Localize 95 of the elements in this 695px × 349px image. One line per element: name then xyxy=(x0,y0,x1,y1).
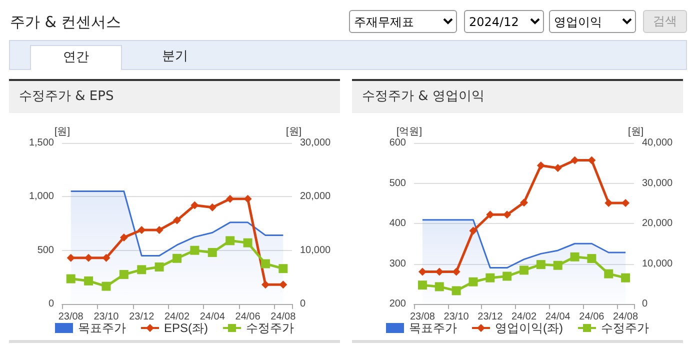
x-tick-label: 24/02 xyxy=(511,312,537,322)
point xyxy=(261,280,270,289)
point xyxy=(486,210,494,219)
point xyxy=(486,273,495,282)
y-tick-label: 300 xyxy=(389,258,406,270)
legend-label: 수정주가 xyxy=(246,321,294,335)
x-tick-label: 24/04 xyxy=(200,312,226,322)
point xyxy=(520,198,528,207)
y-tick-label: 0 xyxy=(48,298,54,310)
x-tick-label: 23/12 xyxy=(478,312,504,322)
legend-label: 목표주가 xyxy=(78,321,126,335)
y2-tick-label: 10,000 xyxy=(642,258,674,270)
point xyxy=(84,276,94,286)
x-tick-label: 23/10 xyxy=(444,312,470,322)
x-tick-label: 23/10 xyxy=(94,312,120,322)
point xyxy=(502,272,512,281)
text: 분기 xyxy=(161,48,189,66)
y-tick-label: 500 xyxy=(389,178,406,189)
text: 연간 xyxy=(30,45,122,70)
point xyxy=(503,210,512,219)
legend-label: 영업이익(좌) xyxy=(495,321,564,335)
point xyxy=(468,277,478,286)
point xyxy=(553,260,562,270)
point xyxy=(570,252,580,262)
legend-label: 목표주가 xyxy=(409,321,458,335)
y-tick-label: 500 xyxy=(37,244,54,256)
legend-label: EPS(좌) xyxy=(164,321,208,335)
x-tick-label: 24/02 xyxy=(164,312,190,322)
point xyxy=(190,246,200,255)
point xyxy=(119,270,128,279)
point xyxy=(155,226,164,234)
point xyxy=(622,198,630,207)
x-tick-label: 23/08 xyxy=(410,312,436,322)
point xyxy=(172,254,182,263)
point xyxy=(621,273,630,282)
y2-tick-label: 30,000 xyxy=(300,138,332,148)
point xyxy=(102,282,111,291)
x-tick-label: 24/04 xyxy=(545,312,571,322)
point xyxy=(554,164,562,172)
chart-title: 수정주가 & EPS xyxy=(9,81,340,113)
y2-tick-label: 0 xyxy=(300,298,306,310)
y-axis-title: [원] xyxy=(54,126,70,138)
y-axis-title: [억원] xyxy=(396,126,422,138)
point xyxy=(173,216,181,224)
point xyxy=(120,233,128,242)
point xyxy=(260,259,270,268)
point xyxy=(434,282,444,292)
x-tick-label: 24/06 xyxy=(235,312,261,322)
text: 주재무제표 xyxy=(349,10,457,33)
y-tick-label: 1,000 xyxy=(28,191,54,202)
x-tick-label: 23/12 xyxy=(129,312,155,322)
point xyxy=(520,266,528,275)
point xyxy=(154,262,164,272)
y2-tick-label: 20,000 xyxy=(642,218,674,229)
point xyxy=(208,248,217,257)
legend-label: 수정주가 xyxy=(600,321,649,335)
y2-tick-label: 20,000 xyxy=(300,191,332,202)
point xyxy=(452,286,461,296)
point xyxy=(226,236,235,246)
y2-tick-label: 10,000 xyxy=(300,244,332,256)
y2-tick-label: 0 xyxy=(642,298,648,310)
y-tick-label: 1,500 xyxy=(28,138,54,148)
x-tick-label: 24/06 xyxy=(579,312,605,322)
y2-axis-title: [원] xyxy=(286,126,302,138)
x-tick-label: 24/08 xyxy=(613,312,638,322)
x-tick-label: 24/08 xyxy=(270,312,296,322)
point xyxy=(208,203,216,212)
point xyxy=(278,264,288,274)
point xyxy=(536,162,545,170)
y-tick-label: 600 xyxy=(389,138,406,148)
point xyxy=(536,260,546,270)
point xyxy=(190,201,199,210)
point xyxy=(604,269,614,278)
y2-tick-label: 30,000 xyxy=(642,178,674,189)
text: 2024/12 xyxy=(464,10,544,33)
point xyxy=(418,268,426,276)
point xyxy=(66,274,76,284)
y2-axis-title: [원] xyxy=(628,126,644,138)
point xyxy=(244,194,252,203)
point xyxy=(102,254,110,262)
point xyxy=(66,254,75,262)
y-tick-label: 400 xyxy=(389,218,406,229)
chart-title: 수정주가 & 영업이익 xyxy=(352,81,683,113)
y-tick-label: 200 xyxy=(389,298,406,310)
point xyxy=(418,280,427,290)
point xyxy=(587,254,596,264)
y2-tick-label: 40,000 xyxy=(642,138,674,148)
x-tick-label: 23/08 xyxy=(58,312,84,322)
point xyxy=(243,238,252,248)
text: 주가 & 컨센서스 xyxy=(10,13,122,32)
point xyxy=(279,280,288,289)
point xyxy=(137,265,146,274)
text: 검색 xyxy=(643,10,687,33)
text: 영업이익 xyxy=(549,10,636,33)
point xyxy=(469,226,478,235)
